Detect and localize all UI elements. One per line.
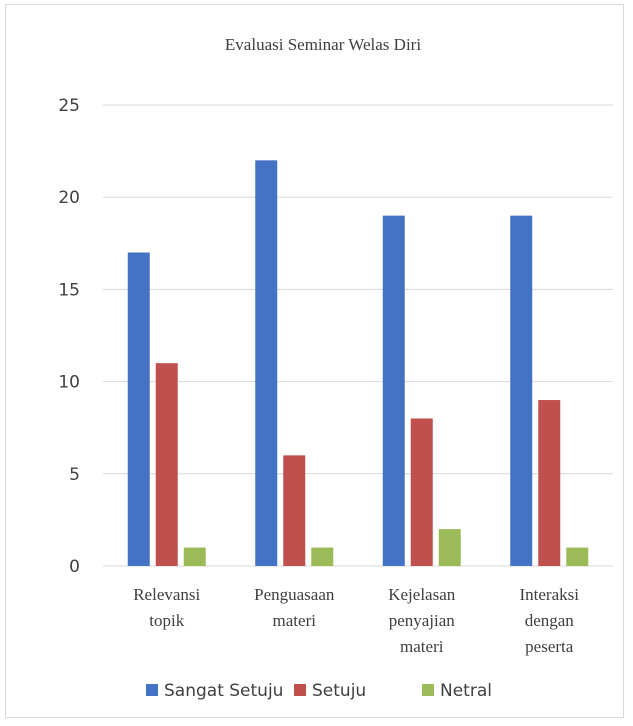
bar-setuju-3 — [538, 400, 561, 566]
chart-title: Evaluasi Seminar Welas Diri — [225, 35, 421, 54]
x-tick-label: topik — [149, 611, 184, 630]
x-tick-label: Kejelasan — [388, 585, 456, 604]
bar-sangat-setuju-0 — [127, 252, 150, 566]
x-axis-labels: Relevansi topik Penguasaan materi Kejelasan p… — [133, 585, 579, 656]
x-tick-label: Interaksi — [520, 585, 580, 604]
bar-netral-3 — [566, 547, 589, 566]
x-tick-label: materi — [273, 611, 317, 630]
x-tick-label: dengan — [525, 611, 575, 630]
y-tick-label: 10 — [58, 373, 80, 393]
gridlines — [103, 104, 613, 567]
y-tick-label: 20 — [58, 188, 80, 208]
bar-netral-0 — [183, 547, 206, 566]
y-tick-label: 25 — [58, 96, 80, 116]
bars — [127, 160, 589, 566]
x-tick-label: Penguasaan — [254, 585, 335, 604]
bar-netral-1 — [311, 547, 334, 566]
bar-sangat-setuju-2 — [382, 215, 405, 566]
x-tick-label: penyajian — [389, 611, 456, 630]
x-tick-label: materi — [400, 637, 444, 656]
y-tick-label: 5 — [69, 465, 80, 485]
x-tick-label: Relevansi — [133, 585, 200, 604]
bar-sangat-setuju-3 — [510, 215, 533, 566]
legend: Sangat Setuju Setuju Netral — [146, 681, 492, 701]
legend-label: Sangat Setuju — [164, 681, 283, 701]
y-axis-ticks: 0 5 10 15 20 25 — [58, 96, 80, 577]
legend-label: Setuju — [312, 681, 366, 701]
y-tick-label: 15 — [58, 280, 80, 300]
legend-swatch — [422, 684, 434, 696]
bar-sangat-setuju-1 — [255, 160, 278, 566]
y-tick-label: 0 — [69, 557, 80, 577]
legend-label: Netral — [440, 681, 492, 701]
bar-setuju-0 — [155, 363, 178, 566]
bar-netral-2 — [438, 529, 461, 566]
bar-setuju-1 — [283, 455, 306, 566]
x-tick-label: peserta — [525, 637, 574, 656]
legend-swatch — [294, 684, 306, 696]
legend-swatch — [146, 684, 158, 696]
bar-setuju-2 — [410, 418, 433, 566]
